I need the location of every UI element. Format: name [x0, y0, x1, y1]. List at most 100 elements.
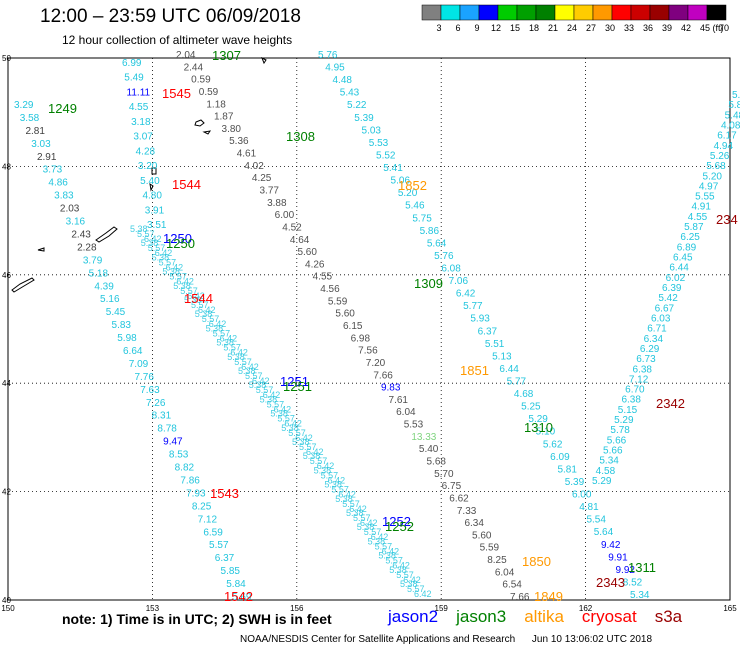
dense-track-value: 5.38 — [260, 394, 278, 404]
wave-height-value: 6.34 — [464, 518, 484, 529]
page-subtitle: 12 hour collection of altimeter wave hei… — [62, 33, 293, 47]
dense-track-value: 5.38 — [303, 451, 321, 461]
wave-height-value: 1.87 — [214, 112, 234, 123]
dense-track-value: 5.57 — [223, 343, 241, 353]
wave-height-value: 5.60 — [335, 309, 355, 320]
wave-height-value: 3.18 — [131, 117, 151, 128]
wave-height-value: 7.33 — [457, 506, 477, 517]
wave-height-value: 2.44 — [184, 62, 204, 73]
wave-height-value: 5.20 — [398, 188, 418, 199]
wave-height-value: 4.02 — [244, 161, 264, 172]
wave-height-value: 5.87 — [728, 100, 740, 111]
wave-height-value: 5.60 — [297, 247, 317, 258]
wave-height-value: 5.34 — [630, 590, 650, 601]
wave-height-value: 6.04 — [396, 407, 416, 418]
dense-track-value: 6.42 — [371, 532, 389, 542]
dense-track-value: 6.42 — [230, 348, 248, 358]
wave-height-value: 2.81 — [25, 126, 45, 137]
dense-track-value: 5.57 — [137, 229, 155, 239]
wave-height-value: 9.42 — [601, 540, 621, 551]
dense-track-value: 5.57 — [159, 257, 177, 267]
dense-track-value: 6.42 — [252, 376, 270, 386]
dense-track-value: 5.38 — [173, 281, 191, 291]
pass-label: 1542 — [224, 589, 253, 604]
pass-label: 1544 — [172, 177, 201, 192]
dense-track-value: 5.57 — [213, 328, 231, 338]
legend-jason2: jason2 — [388, 607, 439, 626]
wave-height-value: 5.84 — [226, 579, 246, 590]
island-outline — [151, 167, 157, 175]
wave-height-value: 5.36 — [229, 136, 249, 147]
scale-label: 18 — [529, 23, 539, 33]
scale-label: 9 — [474, 23, 479, 33]
wave-height-value: 5.03 — [362, 125, 382, 136]
wave-height-value: 6.44 — [499, 364, 519, 375]
wave-height-value: 3.29 — [14, 100, 34, 111]
pass-label: 2342 — [656, 396, 685, 411]
footer-timestamp: Jun 10 13:06:02 UTC 2018 — [531, 634, 653, 645]
wave-height-value: 2.04 — [176, 50, 196, 61]
pass-label: 1308 — [286, 129, 315, 144]
dense-track-value: 5.38 — [368, 536, 386, 546]
wave-height-value: 6.73 — [636, 354, 656, 365]
wave-height-value: 13.33 — [411, 432, 436, 443]
wave-height-value: 7.86 — [180, 475, 200, 486]
wave-height-value: 5.06 — [391, 176, 411, 187]
pass-label: 1851 — [460, 363, 489, 378]
wave-height-value: 3.79 — [83, 255, 103, 266]
wave-height-value: 5.78 — [610, 425, 630, 436]
scale-label: 36 — [643, 23, 653, 33]
wave-height-value: 8.78 — [157, 424, 177, 435]
dense-track-value: 6.42 — [317, 461, 335, 471]
wave-height-value: 4.26 — [305, 259, 325, 270]
wave-height-value: 4.97 — [699, 181, 719, 192]
wave-height-value: 6.62 — [449, 493, 469, 504]
wave-height-value: 5.60 — [472, 530, 492, 541]
wave-height-value: 11.11 — [127, 87, 151, 98]
note-text: note: 1) Time is in UTC; 2) SWH is in fe… — [62, 611, 332, 627]
wave-height-value: 6.45 — [673, 253, 693, 264]
wave-height-value: 5.45 — [106, 307, 126, 318]
dense-track-value: 6.42 — [382, 546, 400, 556]
scale-swatch — [706, 4, 727, 21]
dense-track-value: 5.57 — [299, 442, 317, 452]
footer: NOAA/NESDIS Center for Satellite Applica… — [240, 634, 666, 645]
wave-height-value: 7.56 — [358, 346, 378, 357]
wave-height-value: 6.00 — [572, 490, 592, 501]
wave-height-value: 5.54 — [586, 515, 606, 526]
dense-track-value: 5.57 — [331, 485, 349, 495]
dense-track-value: 6.42 — [263, 390, 281, 400]
wave-height-value: 3.20 — [138, 161, 158, 172]
wave-height-value: 3.16 — [66, 217, 86, 228]
wave-height-value: 0.59 — [191, 75, 211, 86]
wave-height-value: 6.70 — [625, 385, 645, 396]
wave-height-value: 5.53 — [404, 420, 424, 431]
lon-label: 153 — [146, 604, 160, 613]
dense-track-value: 5.38 — [249, 380, 267, 390]
wave-height-value: 2.43 — [71, 229, 91, 240]
wave-height-value: 4.55 — [129, 102, 149, 113]
wave-height-value: 7.26 — [146, 398, 166, 409]
dense-track-value: 5.38 — [346, 508, 364, 518]
wave-height-value: 4.64 — [290, 235, 310, 246]
lon-label: 165 — [723, 604, 737, 613]
dense-track-value: 5.57 — [288, 428, 306, 438]
wave-height-value: 7.63 — [140, 385, 160, 396]
wave-height-value: 5.42 — [658, 293, 678, 304]
lon-label: 150 — [1, 604, 15, 613]
dense-track-value: 5.57 — [310, 456, 328, 466]
dense-track-value: 6.42 — [403, 575, 421, 585]
pass-label: 1850 — [522, 554, 551, 569]
wave-height-value: 6.03 — [651, 313, 671, 324]
wave-height-value: 6.15 — [343, 321, 363, 332]
lat-label: 46 — [2, 271, 11, 280]
dense-track-value: 5.57 — [396, 570, 414, 580]
wave-height-value: 6.08 — [441, 263, 461, 274]
wave-height-value: 4.25 — [252, 173, 272, 184]
wave-height-value: 6.17 — [717, 131, 737, 142]
map-frame — [7, 57, 731, 601]
wave-height-value: 5.51 — [485, 339, 505, 350]
legend-altika: altika — [524, 607, 564, 626]
dense-track-value: 5.57 — [277, 414, 295, 424]
wave-height-value: 4.55 — [313, 272, 333, 283]
